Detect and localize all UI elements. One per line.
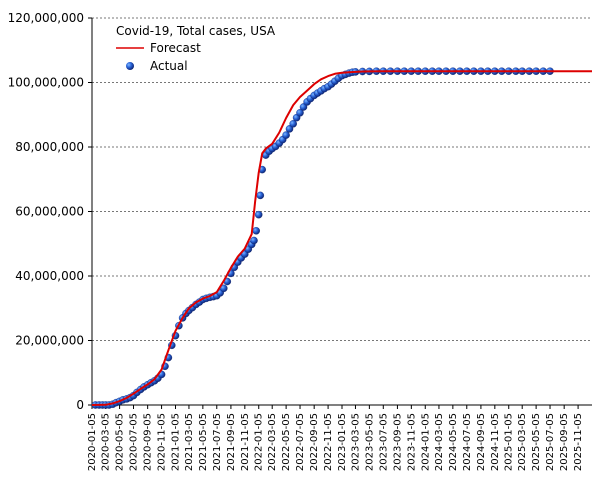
x-tick-label: 2024-09-05	[476, 413, 487, 471]
gridlines	[92, 17, 592, 341]
x-tick-label: 2025-11-05	[573, 413, 584, 471]
legend-forecast-label: Forecast	[150, 41, 201, 55]
x-tick-label: 2022-03-05	[267, 413, 278, 471]
x-tick-label: 2025-05-05	[531, 413, 542, 471]
y-tick-label: 0	[76, 398, 84, 412]
actual-data-point	[250, 236, 258, 245]
x-tick-label: 2020-11-05	[157, 413, 168, 471]
x-axis-ticks: 2020-01-05 2020-03-05 2020-05-05 2020-07-05…	[87, 405, 584, 471]
forecast-line	[91, 70, 592, 406]
x-tick-label: 2022-01-05	[254, 413, 265, 471]
x-tick-label: 2021-09-05	[226, 413, 237, 471]
x-tick-label: 2022-11-05	[323, 413, 334, 471]
actual-data-point	[285, 125, 294, 133]
actual-data-point	[296, 109, 304, 117]
y-tick-label: 80,000,000	[15, 140, 84, 154]
actual-data-point	[256, 191, 265, 200]
x-tick-label: 2025-07-05	[545, 413, 556, 471]
legend-actual-swatch	[126, 62, 134, 70]
x-tick-label: 2021-01-05	[170, 413, 181, 471]
x-tick-label: 2023-11-05	[406, 413, 417, 471]
x-tick-label: 2022-07-05	[295, 413, 306, 471]
x-tick-label: 2023-09-05	[392, 413, 403, 471]
x-tick-label: 2023-07-05	[378, 413, 389, 471]
legend: Covid-19, Total cases, USA Forecast Actu…	[116, 24, 276, 73]
actual-data-point	[299, 103, 308, 111]
y-tick-label: 60,000,000	[15, 205, 84, 219]
x-tick-label: 2023-03-05	[350, 413, 361, 471]
actual-series	[91, 67, 554, 409]
x-tick-label: 2020-01-05	[87, 413, 98, 471]
x-tick-label: 2023-01-05	[337, 413, 348, 471]
x-tick-label: 2020-07-05	[129, 413, 140, 471]
x-tick-label: 2025-01-05	[504, 413, 515, 471]
x-tick-label: 2022-05-05	[281, 413, 292, 471]
x-tick-label: 2021-05-05	[198, 413, 209, 471]
y-tick-label: 20,000,000	[15, 334, 84, 348]
actual-data-point	[282, 131, 290, 139]
x-tick-label: 2024-11-05	[490, 413, 501, 471]
x-tick-label: 2024-05-05	[448, 413, 459, 471]
x-tick-label: 2025-03-05	[517, 413, 528, 471]
x-tick-label: 2023-05-05	[364, 413, 375, 471]
y-tick-label: 40,000,000	[15, 269, 84, 283]
x-tick-label: 2022-09-05	[309, 413, 320, 471]
y-axis-ticks: 0 20,000,000 40,000,000 60,000,000 80,000,00…	[8, 11, 92, 412]
y-tick-label: 120,000,000	[8, 11, 84, 25]
x-tick-label: 2020-05-05	[115, 413, 126, 471]
x-tick-label: 2024-07-05	[462, 413, 473, 471]
x-tick-label: 2021-11-05	[240, 413, 251, 471]
x-tick-label: 2020-09-05	[143, 413, 154, 471]
actual-data-point	[254, 210, 263, 219]
y-tick-label: 100,000,000	[8, 76, 84, 90]
actual-data-point	[252, 227, 260, 235]
x-tick-label: 2021-03-05	[184, 413, 195, 471]
x-tick-label: 2021-07-05	[212, 413, 223, 471]
x-tick-label: 2025-09-05	[559, 413, 570, 471]
x-tick-label: 2024-01-05	[420, 413, 431, 471]
legend-actual-label: Actual	[150, 59, 188, 73]
x-tick-label: 2024-03-05	[434, 413, 445, 471]
chart-title: Covid-19, Total cases, USA	[116, 24, 276, 38]
forecast-series	[91, 70, 592, 406]
x-tick-label: 2020-03-05	[101, 413, 112, 471]
actual-data-point	[289, 120, 297, 128]
